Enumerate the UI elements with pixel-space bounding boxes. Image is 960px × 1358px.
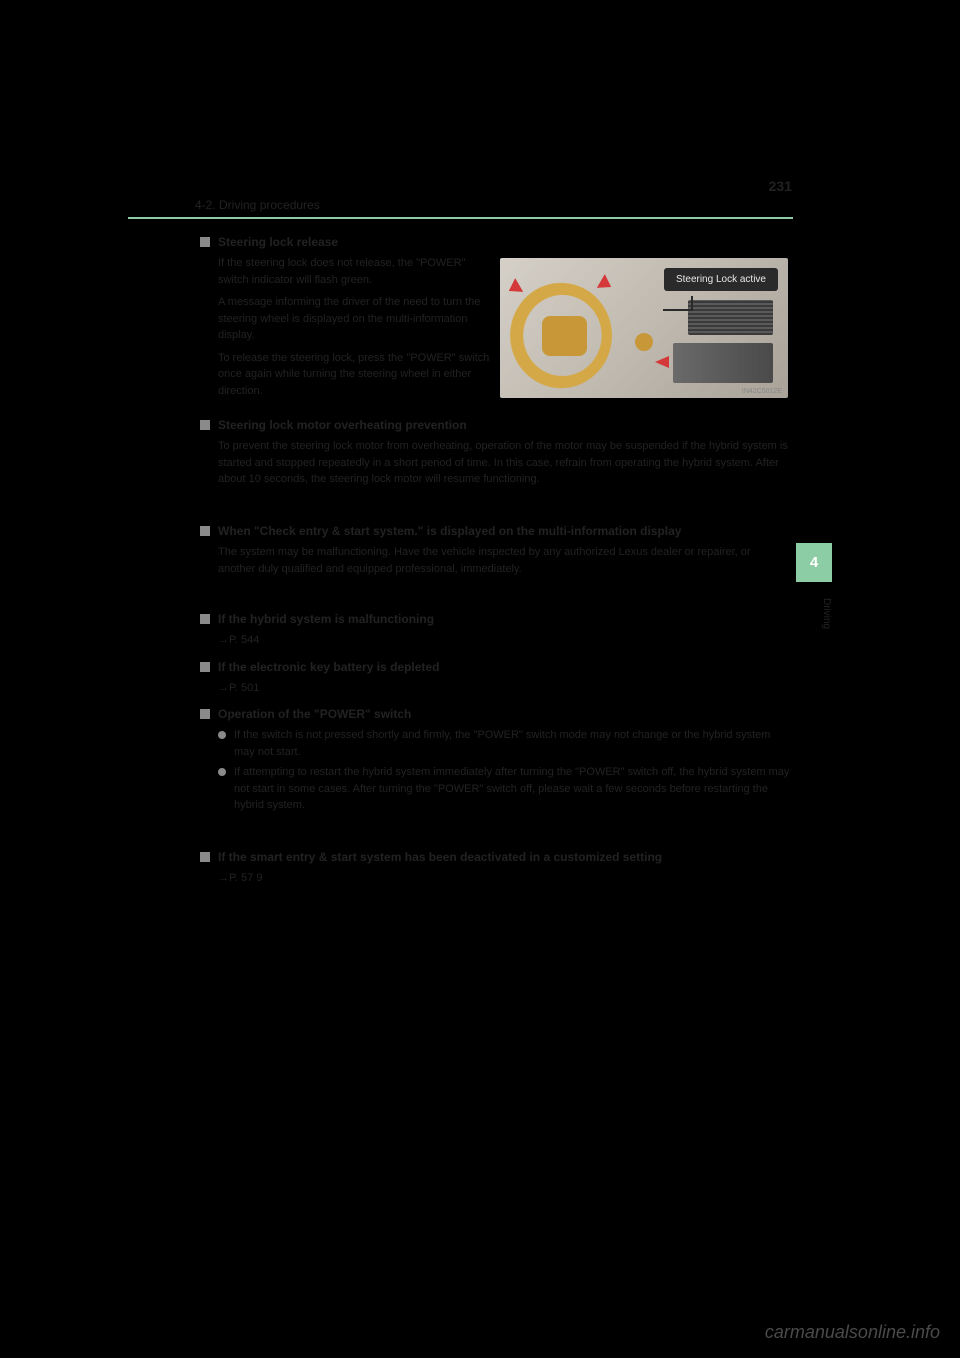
- callout-line: [663, 296, 693, 311]
- bullet-text: If attempting to restart the hybrid syst…: [234, 764, 790, 814]
- body-text: If the steering lock does not release, t…: [218, 255, 498, 288]
- bullet-item: If the switch is not pressed shortly and…: [218, 727, 790, 760]
- section-title-text: Steering lock motor overheating preventi…: [218, 418, 467, 432]
- page-tab-text: 4: [810, 554, 818, 571]
- circle-bullet-icon: [218, 731, 226, 739]
- section-check-entry: When "Check entry & start system." is di…: [200, 524, 790, 577]
- section-title-text: When "Check entry & start system." is di…: [218, 524, 681, 538]
- section-header: 4-2. Driving procedures: [195, 198, 320, 212]
- section-title-text: If the hybrid system is malfunctioning: [218, 612, 434, 626]
- bullet-item: If attempting to restart the hybrid syst…: [218, 764, 790, 814]
- body-text: To release the steering lock, press the …: [218, 350, 498, 400]
- power-button-icon: [635, 333, 653, 351]
- square-bullet-icon: [200, 614, 210, 624]
- square-bullet-icon: [200, 526, 210, 536]
- section-smart-entry-deactivated: If the smart entry & start system has be…: [200, 850, 790, 887]
- square-bullet-icon: [200, 852, 210, 862]
- section-battery-depleted: If the electronic key battery is deplete…: [200, 660, 790, 697]
- body-text: To prevent the steering lock motor from …: [218, 438, 790, 488]
- dashboard-detail: [673, 343, 773, 383]
- watermark: carmanualsonline.info: [765, 1322, 940, 1343]
- steering-hub-icon: [542, 316, 587, 356]
- body-text: →P. 57 9: [218, 870, 790, 887]
- section-title: If the hybrid system is malfunctioning: [200, 612, 790, 626]
- section-title: Steering lock release: [200, 235, 790, 249]
- section-title: Steering lock motor overheating preventi…: [200, 418, 790, 432]
- body-text: A message informing the driver of the ne…: [218, 294, 498, 344]
- red-arrow-button-icon: [655, 356, 669, 368]
- page-tab: 4: [796, 543, 832, 582]
- red-arrow-right-icon: [597, 274, 615, 294]
- square-bullet-icon: [200, 709, 210, 719]
- dash-vent: [688, 300, 773, 335]
- illustration-bg: Steering Lock active IN42C5012E: [500, 258, 788, 398]
- body-text: The system may be malfunctioning. Have t…: [218, 544, 790, 577]
- bullet-text: If the switch is not pressed shortly and…: [234, 727, 790, 760]
- square-bullet-icon: [200, 662, 210, 672]
- bullet-list: If the switch is not pressed shortly and…: [218, 727, 790, 814]
- section-hybrid-malfunction: If the hybrid system is malfunctioning →…: [200, 612, 790, 649]
- section-title: If the smart entry & start system has be…: [200, 850, 790, 864]
- section-title: If the electronic key battery is deplete…: [200, 660, 790, 674]
- section-title-text: If the smart entry & start system has be…: [218, 850, 662, 864]
- dashboard-illustration: Steering Lock active IN42C5012E: [500, 258, 788, 398]
- section-title-text: Operation of the "POWER" switch: [218, 707, 411, 721]
- red-arrow-left-icon: [505, 278, 523, 298]
- page-number: 231: [769, 178, 792, 194]
- body-text: →P. 501: [218, 680, 790, 697]
- section-title-text: If the electronic key battery is deplete…: [218, 660, 439, 674]
- section-title: Operation of the "POWER" switch: [200, 707, 790, 721]
- square-bullet-icon: [200, 420, 210, 430]
- section-power-switch-operation: Operation of the "POWER" switch If the s…: [200, 707, 790, 818]
- callout-box: Steering Lock active: [664, 268, 778, 291]
- side-text: Driving: [821, 598, 832, 629]
- body-text: →P. 544: [218, 632, 790, 649]
- image-code: IN42C5012E: [742, 388, 782, 395]
- section-title-text: Steering lock release: [218, 235, 338, 249]
- section-overheating: Steering lock motor overheating preventi…: [200, 418, 790, 488]
- divider-line: [128, 217, 793, 219]
- circle-bullet-icon: [218, 768, 226, 776]
- section-title: When "Check entry & start system." is di…: [200, 524, 790, 538]
- square-bullet-icon: [200, 237, 210, 247]
